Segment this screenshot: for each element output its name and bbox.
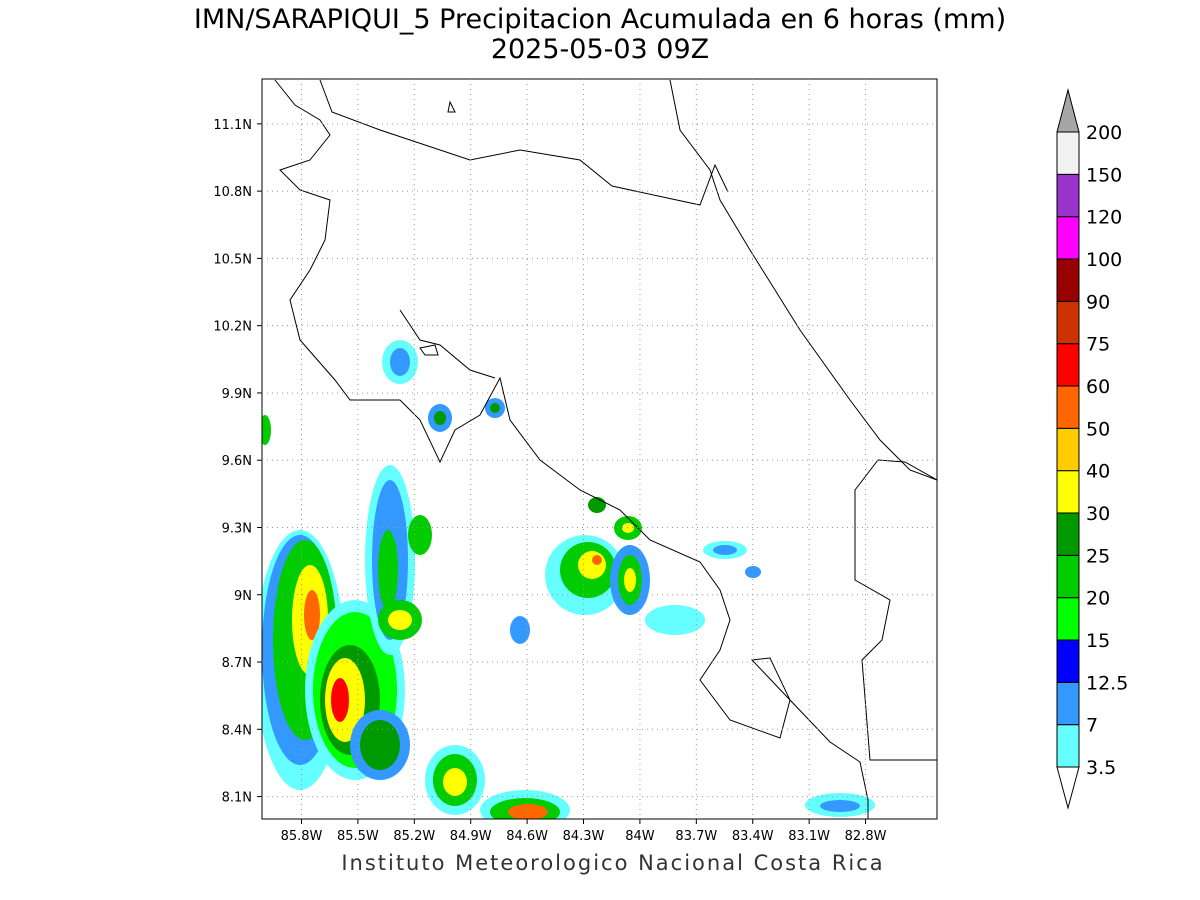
colorbar-label: 25 — [1086, 545, 1110, 567]
colorbar-box — [1056, 554, 1080, 599]
colorbar-label: 60 — [1086, 376, 1110, 398]
lon-tick-label: 83.4W — [732, 829, 774, 844]
colorbar-label: 150 — [1086, 164, 1122, 186]
map-subtitle: 2025-05-03 09Z — [491, 34, 709, 65]
lat-tick-label: 8.7N — [222, 656, 252, 671]
colorbar-box — [1056, 131, 1080, 175]
colorbar-label: 200 — [1086, 122, 1122, 144]
colorbar-label: 90 — [1086, 291, 1110, 313]
lat-tick-label: 8.4N — [222, 723, 252, 738]
lon-tick-label: 85.8W — [281, 829, 323, 844]
lon-tick-label: 85.5W — [337, 829, 379, 844]
map-title: IMN/SARAPIQUI_5 Precipitacion Acumulada … — [194, 4, 1006, 35]
colorbar-label: 30 — [1086, 503, 1110, 525]
colorbar-label: 75 — [1086, 334, 1110, 356]
lat-tick-label: 10.2N — [213, 320, 252, 335]
lat-tick-label: 9.3N — [222, 521, 252, 536]
lat-tick-label: 10.8N — [213, 185, 252, 200]
colorbar-box — [1056, 597, 1080, 641]
colorbar-box — [1056, 173, 1080, 218]
lat-tick-label: 10.5N — [213, 252, 252, 267]
colorbar-label: 3.5 — [1086, 757, 1116, 779]
lon-tick-label: 84.3W — [563, 829, 605, 844]
colorbar-label: 40 — [1086, 461, 1110, 483]
colorbar-label: 12.5 — [1086, 672, 1128, 694]
lat-tick-label: 11.1N — [213, 118, 252, 133]
lat-tick-label: 8.1N — [222, 791, 252, 806]
colorbar-box — [1056, 639, 1080, 683]
colorbar-label: 20 — [1086, 588, 1110, 610]
footer: Instituto Meteorologico Nacional Costa R… — [341, 851, 884, 875]
colorbar-box — [1056, 427, 1080, 472]
colorbar-label: 15 — [1086, 630, 1110, 652]
lon-tick-label: 84.6W — [506, 829, 548, 844]
colorbar-box — [1056, 343, 1080, 387]
colorbar-box — [1056, 385, 1080, 429]
lon-tick-label: 84.9W — [450, 829, 492, 844]
colorbar-box — [1056, 512, 1080, 556]
colorbar-over — [1056, 88, 1080, 133]
precipitation-field — [262, 340, 875, 819]
lon-tick-label: 83.7W — [675, 829, 717, 844]
colorbar-label: 7 — [1086, 715, 1098, 737]
lon-tick-label: 85.2W — [393, 829, 435, 844]
colorbar-box — [1056, 216, 1080, 260]
colorbar-label: 100 — [1086, 249, 1122, 271]
lat-tick-label: 9.6N — [222, 454, 252, 469]
colorbar-under — [1056, 766, 1080, 810]
colorbar-box — [1056, 258, 1080, 302]
colorbar-box — [1056, 724, 1080, 768]
colorbar-label: 120 — [1086, 207, 1122, 229]
lon-tick-label: 84W — [625, 829, 655, 844]
colorbar-box — [1056, 681, 1080, 726]
colorbar-box — [1056, 470, 1080, 514]
lon-tick-label: 83.1W — [788, 829, 830, 844]
colorbar-box — [1056, 300, 1080, 345]
map-frame — [261, 78, 938, 820]
lat-tick-label: 9.9N — [222, 387, 252, 402]
lat-tick-label: 9N — [234, 589, 252, 604]
colorbar-label: 50 — [1086, 418, 1110, 440]
lon-tick-label: 82.8W — [845, 829, 887, 844]
